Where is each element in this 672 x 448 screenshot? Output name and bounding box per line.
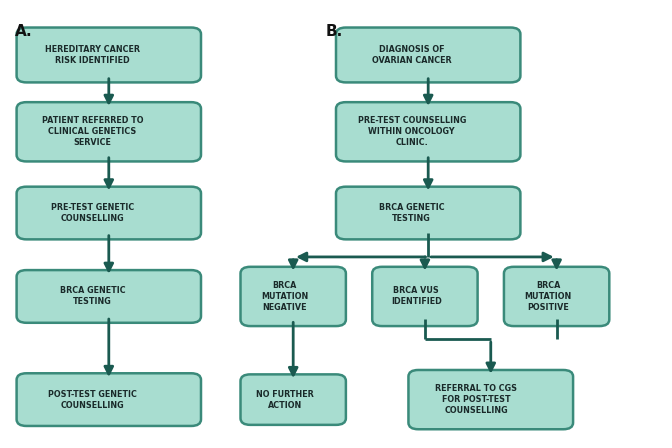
FancyBboxPatch shape (17, 102, 201, 161)
Text: BRCA GENETIC
TESTING: BRCA GENETIC TESTING (60, 286, 125, 306)
FancyBboxPatch shape (241, 267, 346, 326)
Text: A.: A. (15, 24, 32, 39)
Text: NO FURTHER
ACTION: NO FURTHER ACTION (256, 390, 314, 409)
FancyBboxPatch shape (17, 270, 201, 323)
FancyBboxPatch shape (17, 187, 201, 239)
Text: PRE-TEST COUNSELLING
WITHIN ONCOLOGY
CLINIC.: PRE-TEST COUNSELLING WITHIN ONCOLOGY CLI… (358, 116, 466, 147)
Text: REFERRAL TO CGS
FOR POST-TEST
COUNSELLING: REFERRAL TO CGS FOR POST-TEST COUNSELLIN… (435, 384, 517, 415)
FancyBboxPatch shape (409, 370, 573, 429)
Text: PATIENT REFERRED TO
CLINICAL GENETICS
SERVICE: PATIENT REFERRED TO CLINICAL GENETICS SE… (42, 116, 143, 147)
Text: POST-TEST GENETIC
COUNSELLING: POST-TEST GENETIC COUNSELLING (48, 390, 137, 409)
FancyBboxPatch shape (17, 27, 201, 82)
Text: B.: B. (326, 24, 343, 39)
FancyBboxPatch shape (241, 375, 346, 425)
Text: DIAGNOSIS OF
OVARIAN CANCER: DIAGNOSIS OF OVARIAN CANCER (372, 45, 452, 65)
Text: BRCA GENETIC
TESTING: BRCA GENETIC TESTING (379, 203, 445, 223)
FancyBboxPatch shape (17, 373, 201, 426)
FancyBboxPatch shape (336, 187, 520, 239)
Text: PRE-TEST GENETIC
COUNSELLING: PRE-TEST GENETIC COUNSELLING (50, 203, 134, 223)
FancyBboxPatch shape (372, 267, 478, 326)
FancyBboxPatch shape (504, 267, 610, 326)
Text: BRCA
MUTATION
NEGATIVE: BRCA MUTATION NEGATIVE (261, 281, 308, 312)
Text: BRCA VUS
IDENTIFIED: BRCA VUS IDENTIFIED (391, 286, 442, 306)
Text: HEREDITARY CANCER
RISK IDENTIFIED: HEREDITARY CANCER RISK IDENTIFIED (45, 45, 140, 65)
FancyBboxPatch shape (336, 27, 520, 82)
FancyBboxPatch shape (336, 102, 520, 161)
Text: BRCA
MUTATION
POSITIVE: BRCA MUTATION POSITIVE (524, 281, 572, 312)
